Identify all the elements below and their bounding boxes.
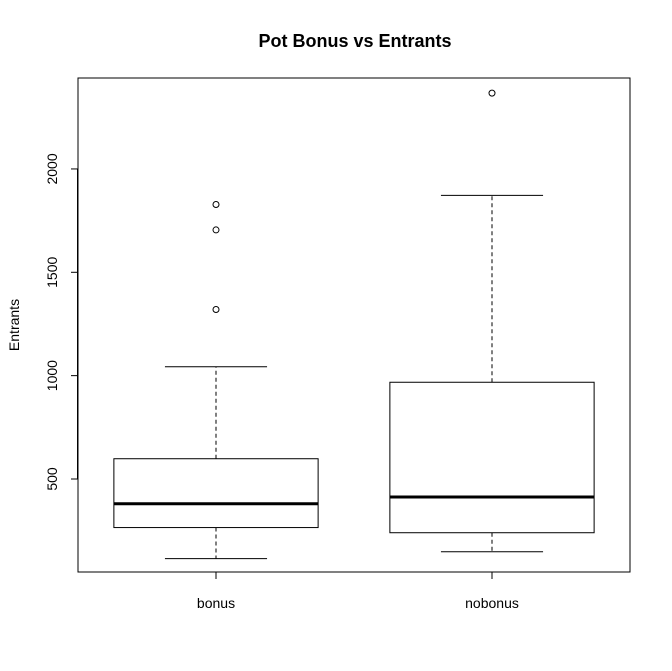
x-tick-label: nobonus xyxy=(465,595,519,611)
outlier-point xyxy=(212,200,220,208)
chart-title: Pot Bonus vs Entrants xyxy=(258,31,451,51)
y-axis-label: Entrants xyxy=(6,299,22,351)
box-nobonus xyxy=(389,89,595,553)
outlier-point xyxy=(212,305,220,313)
iqr-box xyxy=(389,381,595,534)
y-tick-label: 1000 xyxy=(44,360,60,391)
y-tick-label: 500 xyxy=(44,467,60,491)
outlier-point xyxy=(488,89,496,97)
iqr-box xyxy=(113,458,319,529)
boxes-group xyxy=(113,89,595,560)
x-axis: bonus nobonus xyxy=(197,571,519,611)
y-tick-label: 2000 xyxy=(44,153,60,184)
y-tick-label: 1500 xyxy=(44,257,60,288)
y-axis: 500 1000 1500 2000 xyxy=(44,153,78,491)
box-bonus xyxy=(113,200,319,560)
x-tick-label: bonus xyxy=(197,595,235,611)
outlier-point xyxy=(212,226,220,234)
